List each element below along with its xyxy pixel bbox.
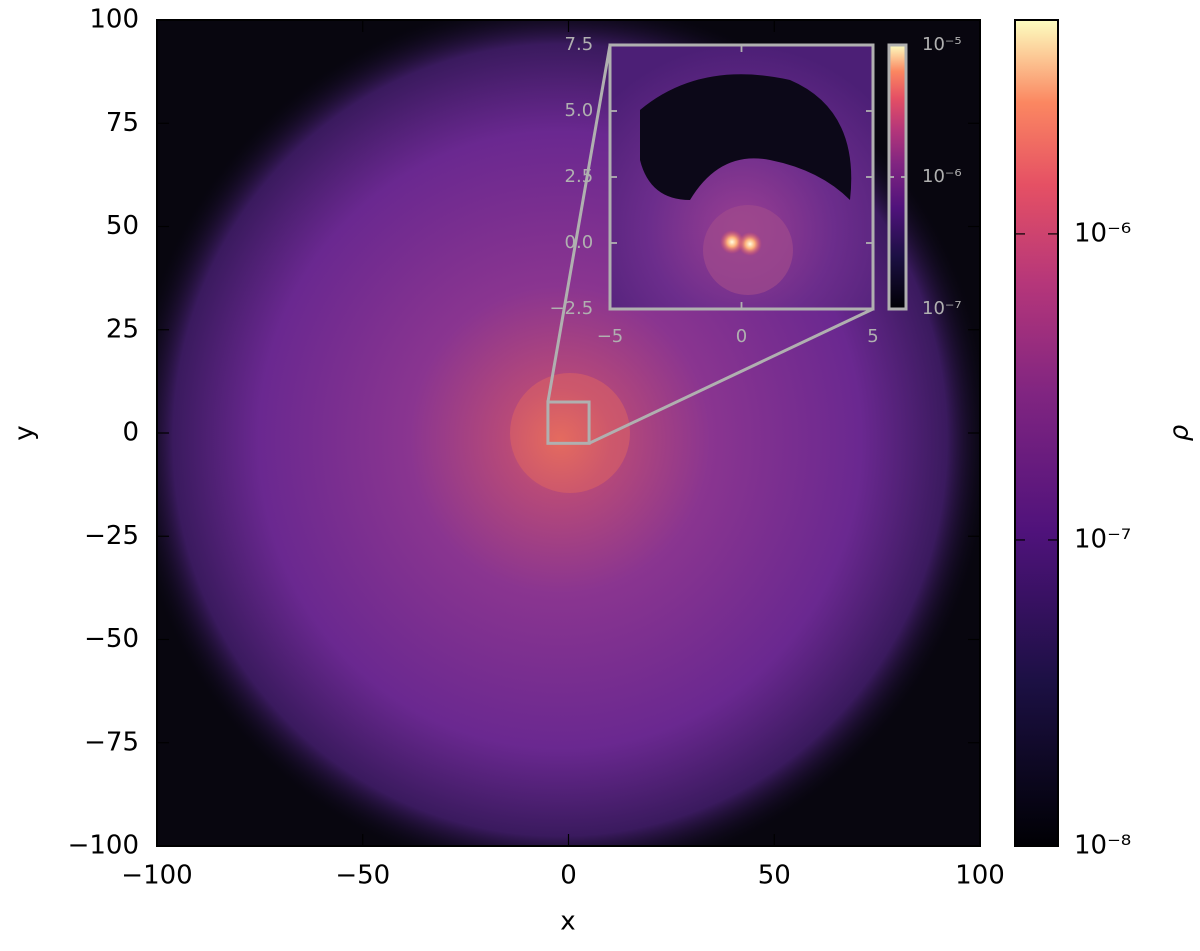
y-tick-label: 100 [89, 5, 139, 35]
y-tick-label: 0.0 [565, 232, 594, 253]
zoom-box [546, 400, 591, 445]
y-tick-label: 7.5 [565, 34, 594, 55]
colorbar-label: ρ [1165, 424, 1195, 441]
x-tick-label: −100 [121, 861, 192, 891]
zoom-connector [588, 307, 874, 445]
y-tick-label: −50 [84, 624, 139, 654]
y-tick-label: 2.5 [565, 166, 594, 187]
zoom-connector [546, 44, 612, 403]
colorbar-tick-label: 10⁻⁵ [922, 34, 962, 55]
x-tick-label: 0 [736, 326, 747, 347]
x-tick-label: −50 [335, 861, 390, 891]
x-tick-label: 0 [560, 861, 577, 891]
y-tick-label: 0 [122, 418, 139, 448]
x-tick-label: 50 [758, 861, 791, 891]
colorbar [1014, 19, 1059, 847]
y-tick-label: 25 [106, 314, 139, 344]
y-tick-label: 75 [106, 108, 139, 138]
colorbar-tick-label: 10⁻⁸ [1074, 831, 1131, 861]
y-tick-label: −75 [84, 727, 139, 757]
x-axis-label: x [560, 907, 575, 937]
y-axis-label: y [10, 425, 40, 440]
colorbar-tick-label: 10⁻⁷ [922, 298, 962, 319]
y-tick-label: 5.0 [565, 100, 594, 121]
y-tick-label: −100 [68, 831, 139, 861]
inset-map [610, 45, 873, 309]
colorbar-tick-label: 10⁻⁷ [1074, 524, 1131, 554]
y-tick-label: 50 [106, 211, 139, 241]
y-tick-label: −25 [84, 521, 139, 551]
y-tick-label: −2.5 [549, 298, 593, 319]
x-tick-label: 5 [867, 326, 878, 347]
x-tick-label: 100 [955, 861, 1005, 891]
colorbar-tick-label: 10⁻⁶ [1074, 218, 1131, 248]
x-tick-label: −5 [597, 326, 624, 347]
colorbar-tick-label: 10⁻⁶ [922, 166, 962, 187]
